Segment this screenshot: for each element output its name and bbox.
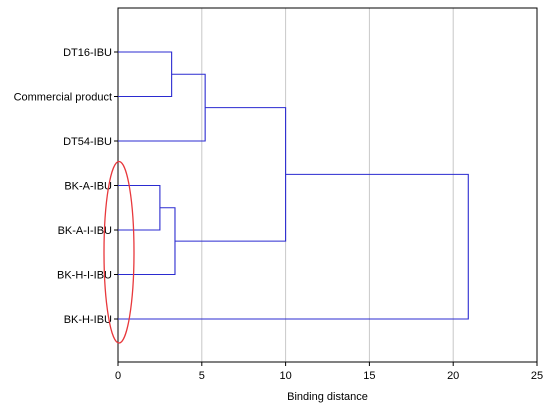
dendrogram-link [118,73,206,142]
leaf-label: DT16-IBU [63,47,112,59]
x-tick-label: 20 [447,370,459,382]
x-tick-label: 0 [115,370,121,382]
dendrogram-link [118,207,176,276]
dendrogram-link [118,184,161,231]
dendrogram-link [174,107,287,242]
x-tick-label: 25 [531,370,543,382]
dendrogram-link [118,173,469,320]
leaf-label: DT54-IBU [63,136,112,148]
leaf-label: Commercial product [14,92,112,104]
leaf-label: BK-H-I-IBU [57,270,112,282]
grid-lines [201,8,454,362]
leaf-labels: DT16-IBU Commercial product DT54-IBU BK-A-I… [14,47,118,326]
leaf-label: BK-H-IBU [64,314,112,326]
dendrogram-link [118,51,173,98]
leaf-label: BK-A-I-IBU [58,225,112,237]
plot-frame [117,7,538,363]
x-axis-title: Binding distance [287,391,368,403]
leaf-label: BK-A-IBU [64,181,112,193]
x-tick-label: 5 [199,370,205,382]
highlight-ellipse [103,160,135,344]
x-axis-ticks: 0 5 10 15 20 25 [115,362,543,382]
dendrogram-links [118,51,469,320]
x-tick-label: 10 [279,370,291,382]
x-tick-label: 15 [363,370,375,382]
